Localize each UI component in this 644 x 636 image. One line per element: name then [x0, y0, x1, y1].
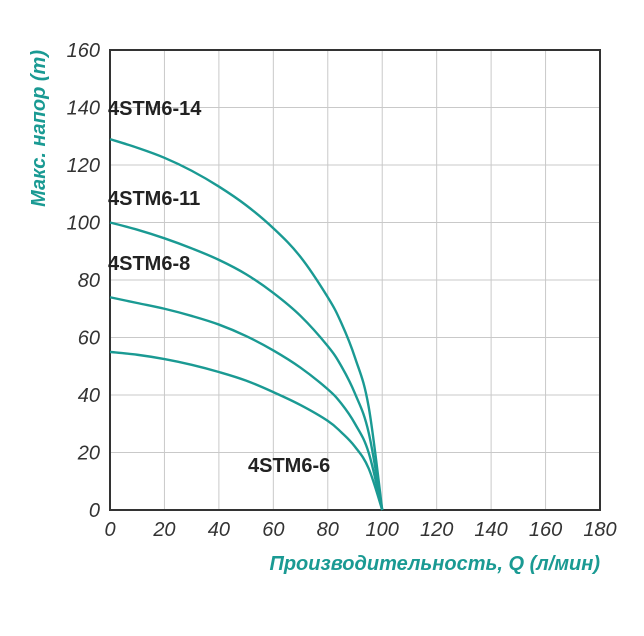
series-label-4stm6-6: 4STM6-6	[248, 455, 330, 477]
svg-text:100: 100	[67, 213, 100, 235]
svg-text:20: 20	[77, 443, 100, 465]
svg-text:160: 160	[529, 519, 562, 541]
svg-text:60: 60	[78, 328, 100, 350]
svg-text:180: 180	[583, 519, 616, 541]
svg-text:40: 40	[78, 385, 100, 407]
svg-text:60: 60	[262, 519, 284, 541]
y-axis-label: Макс. напор (m)	[28, 50, 50, 207]
x-axis-label: Производительность, Q (л/мин)	[269, 553, 600, 575]
svg-text:140: 140	[67, 98, 100, 120]
pump-curve-chart: 0 20 40 60 80 100 120 140 160 180 0 20 40 60 80 100 120 1…	[0, 0, 644, 636]
svg-text:80: 80	[78, 270, 100, 292]
svg-text:160: 160	[67, 40, 100, 62]
svg-text:140: 140	[474, 519, 507, 541]
series-label-4stm6-11: 4STM6-11	[108, 188, 200, 210]
svg-text:80: 80	[317, 519, 339, 541]
svg-text:120: 120	[67, 155, 100, 177]
series-label-4stm6-8: 4STM6-8	[108, 253, 190, 275]
svg-text:120: 120	[420, 519, 453, 541]
series-label-4stm6-14: 4STM6-14	[108, 98, 202, 120]
svg-text:20: 20	[152, 519, 175, 541]
svg-text:100: 100	[366, 519, 399, 541]
svg-text:0: 0	[104, 519, 115, 541]
svg-text:40: 40	[208, 519, 230, 541]
svg-text:0: 0	[89, 500, 100, 522]
